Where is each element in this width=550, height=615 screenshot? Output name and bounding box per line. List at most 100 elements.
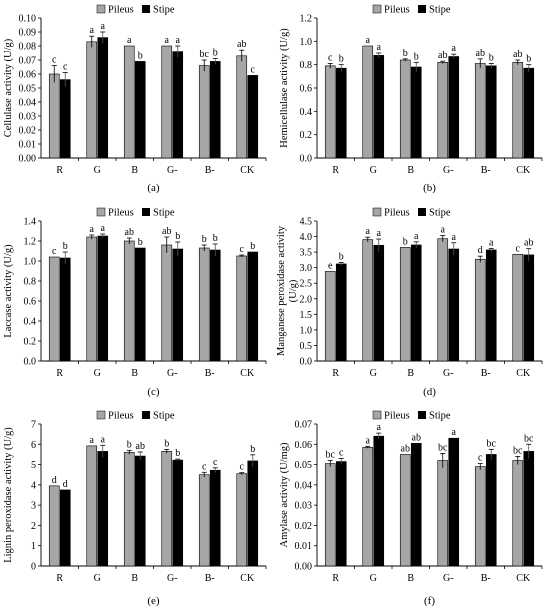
bar-pileus-B- [474,63,486,159]
significance-letter: a [101,434,106,445]
legend-swatch-stipe [142,208,150,216]
bar-stipe-G [373,244,385,362]
significance-letter: a [90,435,95,446]
x-tick-label: B- [205,165,215,176]
y-tick-label: 7 [31,420,36,431]
legend-label-pileus: Pileus [384,411,410,422]
bar-pileus-B [399,247,411,362]
y-tick-label: 4.5 [300,217,313,228]
significance-letter: bc [513,445,523,456]
y-tick-label: 3 [31,501,36,512]
bar-pileus-R [48,256,60,362]
legend-label-pileus: Pileus [384,5,410,16]
bar-stipe-B- [209,249,221,362]
bar-pileus-G [86,445,98,567]
x-tick-label: G [94,573,101,584]
bar-stipe-CK [523,451,535,567]
y-tick-label: 3.0 [300,263,313,274]
significance-letter: a [452,427,457,438]
bar-stipe-G [373,435,385,567]
y-tick-label: 0.09 [19,28,37,39]
significance-letter: a [366,35,371,46]
y-tick-label: 0.07 [19,56,37,67]
x-tick-label: B- [205,573,215,584]
y-tick-label: 0.4 [24,317,37,328]
significance-letter: a [377,422,382,433]
y-tick-label: 0.10 [19,14,37,25]
legend-swatch-stipe [142,5,150,13]
y-tick-label: 0.06 [295,440,313,451]
panel-label: (f) [424,595,435,607]
x-tick-label: CK [240,165,255,176]
legend-swatch-stipe [418,5,426,13]
bar-pileus-G- [437,62,449,159]
bar-stipe-G [97,235,109,362]
bar-pileus-R [324,65,336,159]
y-axis-label-unit: (U/g) [288,279,299,302]
x-tick-label: B [131,573,138,584]
y-tick-label: 0.02 [19,126,37,137]
chart-panel-3: 0.0 0.2 0.4 0.6 0.8 1.0 1.2 1.4 Laccase activity… [3,208,267,398]
significance-letter: c [240,462,245,473]
bar-pileus-R [324,463,336,567]
x-tick-label: R [332,368,339,379]
significance-letter: c [63,62,68,73]
bar-pileus-G [86,41,98,159]
legend-swatch-pileus [96,4,106,14]
bar-pileus-B- [474,258,486,362]
y-tick-label: 0.8 [300,60,313,71]
y-axis-label: Manganese peroxidase activity [276,225,287,356]
bar-pileus-B- [198,65,210,159]
y-tick-label: 0.2 [24,337,37,348]
x-tick-label: G [370,573,377,584]
x-tick-label: G- [443,165,454,176]
bar-pileus-G- [161,244,173,362]
legend-swatch-pileus [372,4,382,14]
significance-letter: a [366,435,371,446]
x-tick-label: B- [481,573,491,584]
significance-letter: a [90,224,95,235]
x-tick-label: G [94,165,101,176]
y-axis-label: Laccase activity (U/g) [3,244,14,338]
significance-letter: ab [401,443,410,454]
panel-label: (c) [147,386,160,398]
significance-letter: a [441,225,446,236]
x-tick-label: B- [481,165,491,176]
x-tick-label: CK [516,573,531,584]
bar-stipe-B- [485,65,497,159]
x-tick-label: R [56,573,63,584]
bar-pileus-G [362,45,374,159]
bar-stipe-G- [172,51,184,159]
legend-swatch-pileus [372,207,382,217]
y-tick-label: 0.2 [300,130,313,141]
significance-letter: ab [513,49,522,60]
y-tick-label: 2 [31,521,36,532]
significance-letter: a [101,21,106,32]
y-tick-label: 0.0 [300,154,313,165]
legend-label-pileus: Pileus [108,208,134,219]
bar-stipe-G [97,451,109,567]
y-tick-label: 0.01 [295,541,313,552]
significance-letter: b [250,241,255,252]
x-tick-label: B [407,368,414,379]
legend-label-stipe: Stipe [429,208,451,219]
y-tick-label: 0.0 [300,357,313,368]
x-tick-label: B [407,573,414,584]
significance-letter: b [63,241,68,252]
bar-pileus-G- [161,45,173,159]
x-tick-label: G- [167,573,178,584]
significance-letter: a [414,231,419,242]
legend-label-stipe: Stipe [153,5,175,16]
bar-stipe-CK [247,460,259,567]
bar-pileus-G- [437,460,449,567]
y-tick-label: 6 [31,440,36,451]
significance-letter: ab [237,39,246,50]
bar-pileus-G [362,239,374,362]
significance-letter: bc [200,49,210,60]
significance-letter: d [478,245,483,256]
y-tick-label: 2.5 [300,279,313,290]
bar-stipe-G [373,55,385,159]
y-tick-label: 0.07 [295,420,313,431]
y-tick-label: 1.2 [300,14,313,25]
